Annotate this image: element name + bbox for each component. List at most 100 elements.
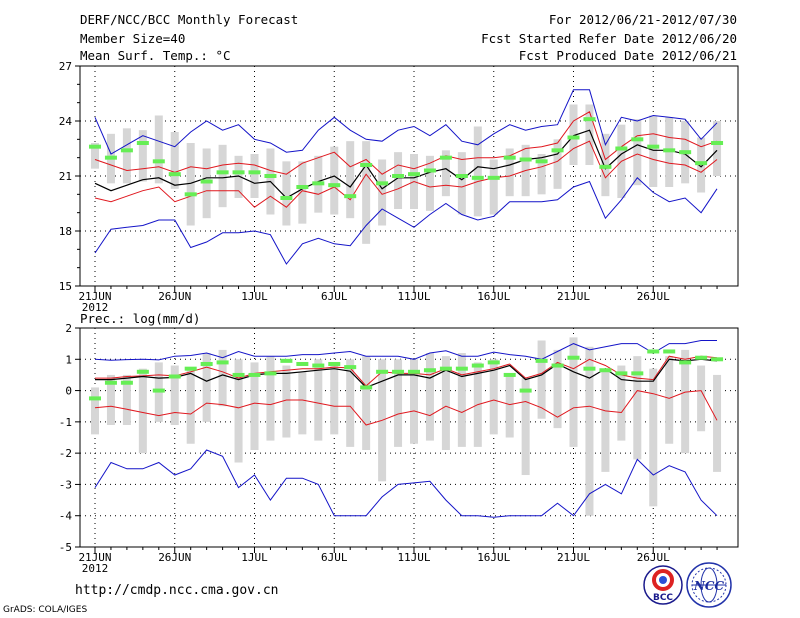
bcc-logo-text: BCC <box>653 593 673 603</box>
bcc-logo: BCC <box>643 565 683 605</box>
prec-spread-bar <box>713 374 722 472</box>
prec-observed-mark <box>647 349 660 354</box>
prec-observed-mark <box>152 388 165 393</box>
prec-observed-mark <box>583 366 596 371</box>
temp-observed-mark <box>695 161 708 166</box>
temp-observed-mark <box>408 172 420 177</box>
temp-observed-mark <box>599 164 612 169</box>
prec-spread-bar <box>649 368 658 507</box>
ncc-logo-text: NCC <box>693 579 725 593</box>
prec-spread-bar <box>537 340 546 419</box>
temp-ytick-label: 21 <box>59 170 72 183</box>
prec-spread-bar <box>202 353 211 422</box>
prec-xtick-label: 26JUN <box>158 551 191 564</box>
temp-xtick-label: 21JUN <box>78 290 111 303</box>
temp-observed-mark <box>168 172 181 177</box>
prec-spread-bar <box>106 374 115 425</box>
prec-spread-bar <box>489 359 498 435</box>
prec-ytick-label: -1 <box>59 416 72 429</box>
temp-spread-bar <box>713 121 722 176</box>
temp-spread-bar <box>394 152 403 209</box>
temp-spread-bar <box>457 152 466 215</box>
temp-ytick-label: 24 <box>59 115 73 128</box>
prec-xtick-label: 11JUL <box>397 551 430 564</box>
temp-observed-mark <box>455 174 468 178</box>
temp-panel: 15 18 21 24 27 21JUN 26JUN 1JUL 6JUL 11JUL 16JUL 21… <box>59 60 739 314</box>
prec-observed-mark <box>376 369 389 374</box>
temp-spread-bar <box>298 161 307 224</box>
prec-observed-mark <box>104 380 117 385</box>
prec-xtick-label: 21JUL <box>557 551 590 564</box>
prec-spread-bar <box>553 349 562 429</box>
prec-spread-bar <box>170 365 179 425</box>
chart-title: DERF/NCC/BCC Monthly Forecast <box>80 12 299 27</box>
prec-xtick-label: 26JUL <box>637 551 670 564</box>
prec-spread-bar <box>633 356 642 460</box>
prec-xtick-label: 21JUN <box>78 551 111 564</box>
prec-ytick-label: -3 <box>59 478 72 491</box>
prec-observed-mark <box>264 371 277 376</box>
temp-observed-mark <box>551 148 564 153</box>
prec-spread-bar <box>218 349 227 407</box>
temp-observed-mark <box>360 163 373 167</box>
prec-spread-bar <box>186 368 195 444</box>
prec-observed-mark <box>360 385 373 390</box>
bcc-logo-swirl <box>652 569 674 591</box>
temp-spread-bar <box>489 159 498 215</box>
temp-observed-mark <box>711 141 724 145</box>
prec-observed-mark <box>455 366 468 371</box>
produced-date: Fcst Produced Date 2012/06/21 <box>518 48 737 63</box>
prec-observed-mark <box>328 361 341 366</box>
temp-observed-mark <box>248 170 261 175</box>
prec-observed-mark <box>567 355 580 360</box>
prec-xtick-label: 16JUL <box>477 551 510 564</box>
prec-observed-mark <box>312 363 325 368</box>
ncc-logo-meridian <box>700 567 718 603</box>
bcc-logo-core <box>659 576 667 584</box>
temp-spread-bar <box>330 146 339 215</box>
prec-observed-mark <box>168 374 181 379</box>
prec-observed-mark <box>280 358 293 363</box>
temp-observed-mark <box>376 181 389 186</box>
temp-spread-bar <box>569 104 578 165</box>
prec-xtick-label: 1JUL <box>241 551 268 564</box>
temp-observed-mark <box>471 175 484 180</box>
temp-observed-mark <box>136 141 149 145</box>
prec-spread-bar <box>394 359 403 447</box>
temp-observed-mark <box>264 174 277 178</box>
prec-spread-bar <box>569 337 578 447</box>
prec-spread-bar <box>457 353 466 447</box>
prec-observed-mark <box>184 366 197 371</box>
temp-ytick-label: 18 <box>59 225 72 238</box>
prec-observed-mark <box>599 368 612 373</box>
temp-spread-bar <box>378 159 387 226</box>
temp-spread-bar <box>282 161 291 226</box>
prec-observed-mark <box>487 360 500 365</box>
prec-spread-bar <box>681 349 690 454</box>
source-url[interactable]: http://cmdp.ncc.cma.gov.cn <box>75 583 279 598</box>
temp-spread-bar <box>170 132 179 189</box>
temp-xtick-label: 16JUL <box>477 290 510 303</box>
prec-spread-bar <box>665 356 674 444</box>
prec-observed-mark <box>136 369 149 374</box>
temp-spread-bar <box>346 141 355 219</box>
temp-spread-bar <box>633 119 642 186</box>
prec-ytick-label: -2 <box>59 447 72 460</box>
prec-spread-bar <box>521 378 530 476</box>
temp-year-label: 2012 <box>82 301 109 314</box>
temp-spread-bar <box>505 148 514 197</box>
temp-observed-mark <box>104 155 117 160</box>
prec-spread-bar <box>234 359 243 463</box>
prec-observed-mark <box>711 357 724 362</box>
temp-observed-mark <box>615 146 628 151</box>
prec-observed-mark <box>679 360 692 365</box>
temp-spread-bar <box>250 154 259 198</box>
prec-spread-bar <box>697 365 706 432</box>
temp-observed-mark <box>216 170 229 175</box>
prec-observed-mark <box>232 372 245 377</box>
prec-spread-bar <box>122 374 131 425</box>
prec-ensemble-1-std-line <box>94 390 718 426</box>
temp-observed-mark <box>535 159 548 164</box>
prec-observed-mark <box>695 355 708 360</box>
temp-spread-bar <box>154 115 163 184</box>
